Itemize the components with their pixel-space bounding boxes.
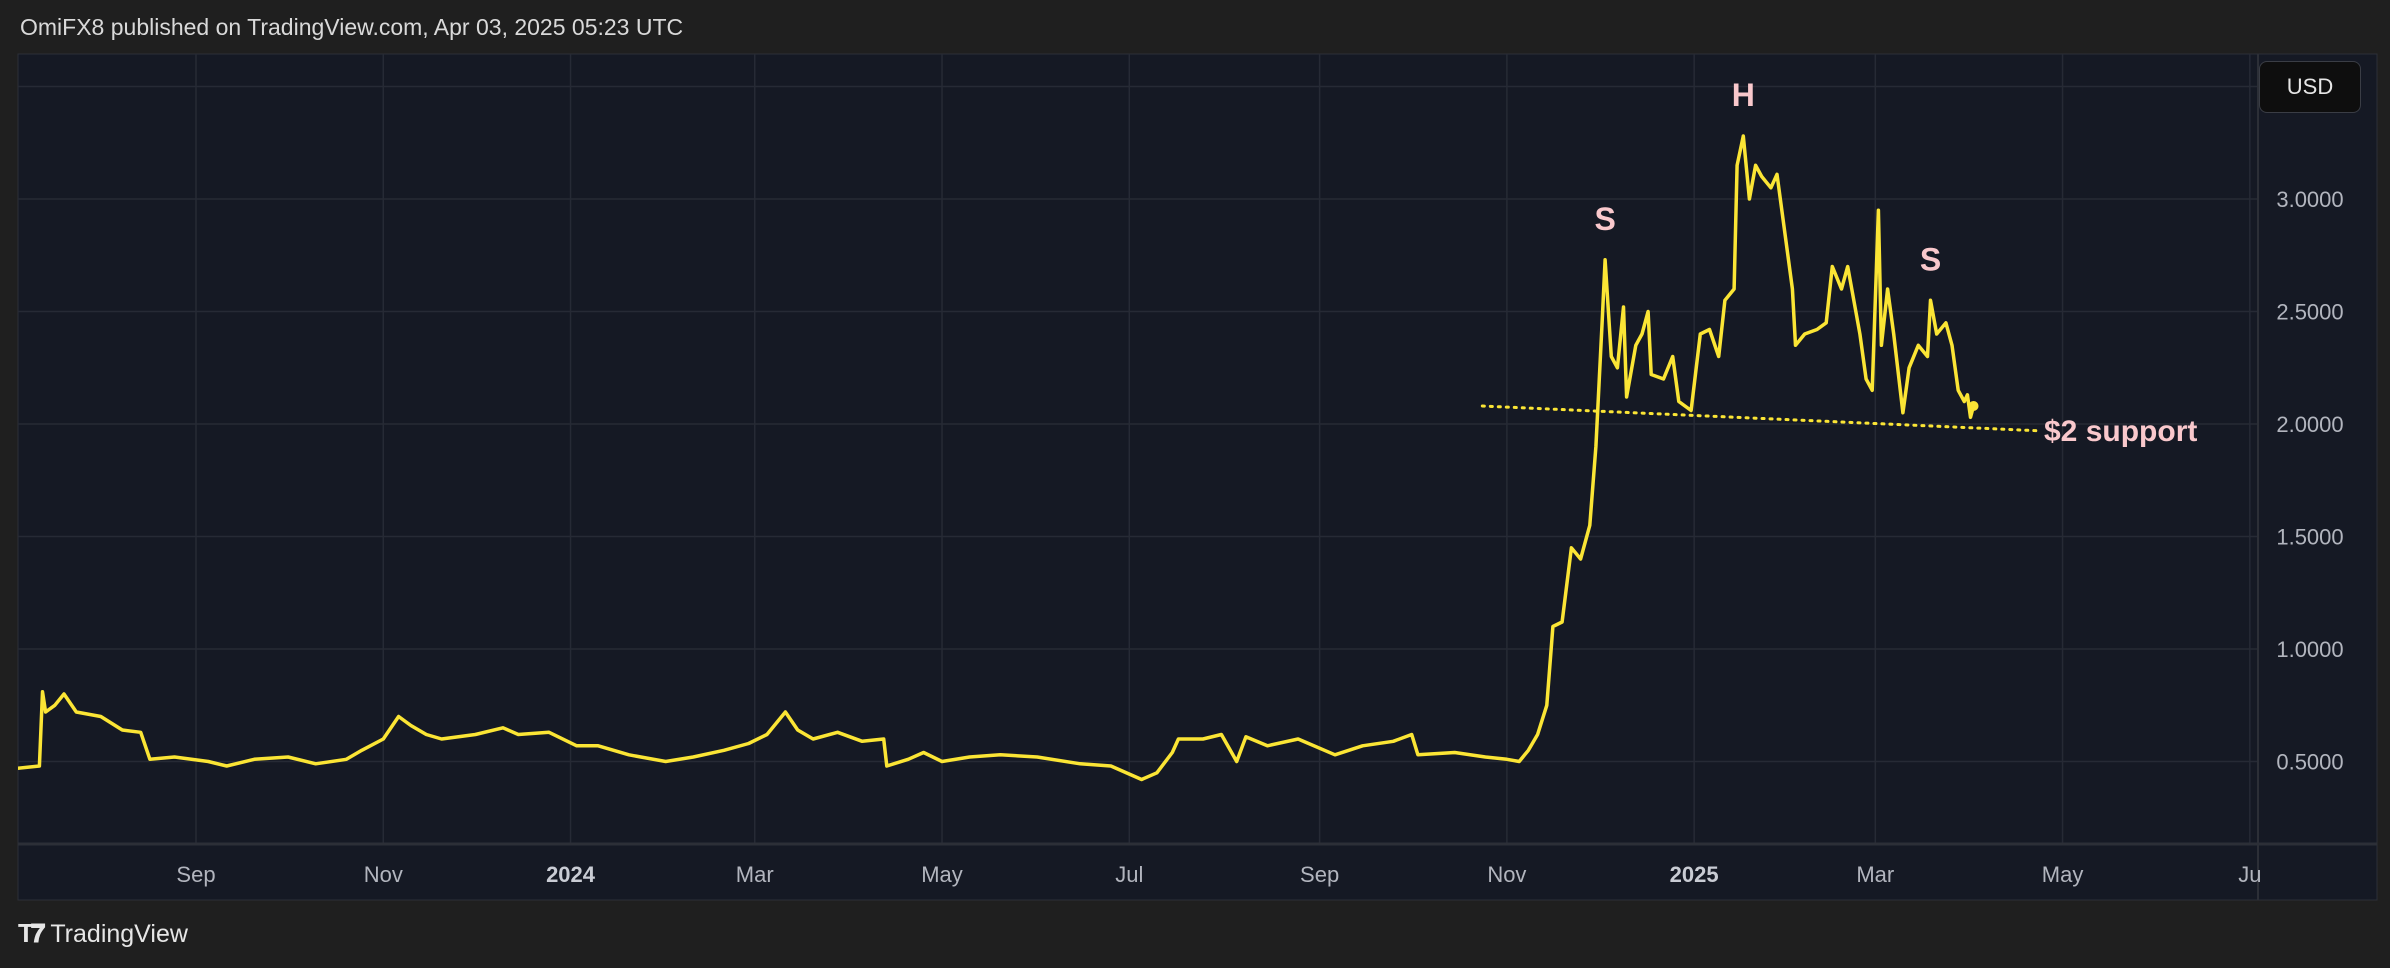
y-tick-label: 2.5000 — [2276, 300, 2343, 325]
horizontal-grid — [18, 85, 2258, 763]
x-tick-label: Jul — [1115, 862, 1143, 887]
x-tick-label: May — [921, 862, 963, 887]
x-tick-label: Nov — [1487, 862, 1526, 887]
y-tick-label: 2.0000 — [2276, 412, 2343, 437]
vertical-grid — [195, 54, 2251, 844]
x-tick-label: 2025 — [1670, 862, 1719, 887]
y-tick-label: 1.0000 — [2276, 637, 2343, 662]
price-line — [18, 134, 1976, 782]
chart-panel — [17, 53, 2378, 901]
x-tick-label: Sep — [1300, 862, 1339, 887]
support-label: $2 support — [2044, 415, 2197, 448]
last-price-marker — [1968, 401, 1979, 411]
pattern-label-h: H — [1732, 77, 1755, 113]
x-tick-label: May — [2042, 862, 2084, 887]
publish-info: OmiFX8 published on TradingView.com, Apr… — [20, 14, 684, 40]
x-tick-label: Mar — [1856, 862, 1894, 887]
x-tick-label: Ju — [2238, 862, 2261, 887]
support-trendline[interactable] — [1480, 404, 2040, 433]
y-tick-label: 3.0000 — [2276, 187, 2343, 212]
currency-button[interactable]: USD — [2259, 61, 2361, 113]
brand-name: TradingView — [50, 919, 188, 948]
x-tick-label: Sep — [176, 862, 215, 887]
price-axis[interactable]: 3.0000 2.5000 2.0000 1.5000 1.0000 0.5000 — [2276, 187, 2343, 775]
x-tick-label: Nov — [364, 862, 403, 887]
time-axis[interactable]: Sep Nov 2024 Mar May Jul Sep Nov 2025 Mar May Ju — [176, 862, 2261, 887]
pattern-label-s: S — [1594, 201, 1615, 237]
y-tick-label: 1.5000 — [2276, 525, 2343, 550]
footer-brand[interactable]: T𝟕 TradingView — [18, 918, 188, 950]
x-tick-label: Mar — [736, 862, 774, 887]
y-tick-label: 0.5000 — [2276, 750, 2343, 775]
pattern-label-s: S — [1920, 241, 1941, 277]
tradingview-logo-icon: T𝟕 — [18, 918, 45, 948]
x-tick-label: 2024 — [546, 862, 596, 887]
